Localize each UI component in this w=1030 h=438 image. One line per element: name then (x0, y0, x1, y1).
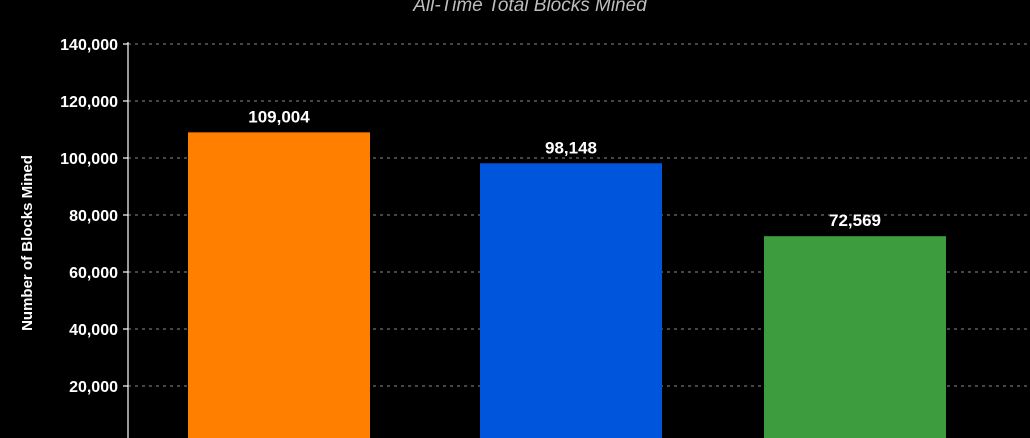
y-tick-label: 140,000 (60, 37, 118, 54)
bars (188, 132, 946, 438)
y-tick-label: 20,000 (69, 379, 118, 396)
y-tick-label: 60,000 (69, 265, 118, 282)
bar-value-label: 109,004 (248, 107, 310, 126)
data-labels: 109,004 98,148 72,569 (248, 107, 881, 230)
y-tick-label: 40,000 (69, 322, 118, 339)
bar-value-label: 98,148 (545, 138, 597, 157)
bar-value-label: 72,569 (829, 211, 881, 230)
y-tick-label: 120,000 (60, 94, 118, 111)
y-tick-label: 100,000 (60, 151, 118, 168)
y-axis-label: Number of Blocks Mined (19, 155, 36, 331)
bar (188, 132, 370, 438)
bar (764, 236, 946, 438)
chart-title: All-Time Total Blocks Mined (412, 0, 648, 16)
y-tick-label: 80,000 (69, 208, 118, 225)
y-axis-ticks: 20,000 40,000 60,000 80,000 100,000 120,000 14… (60, 37, 128, 396)
bar (480, 163, 662, 438)
